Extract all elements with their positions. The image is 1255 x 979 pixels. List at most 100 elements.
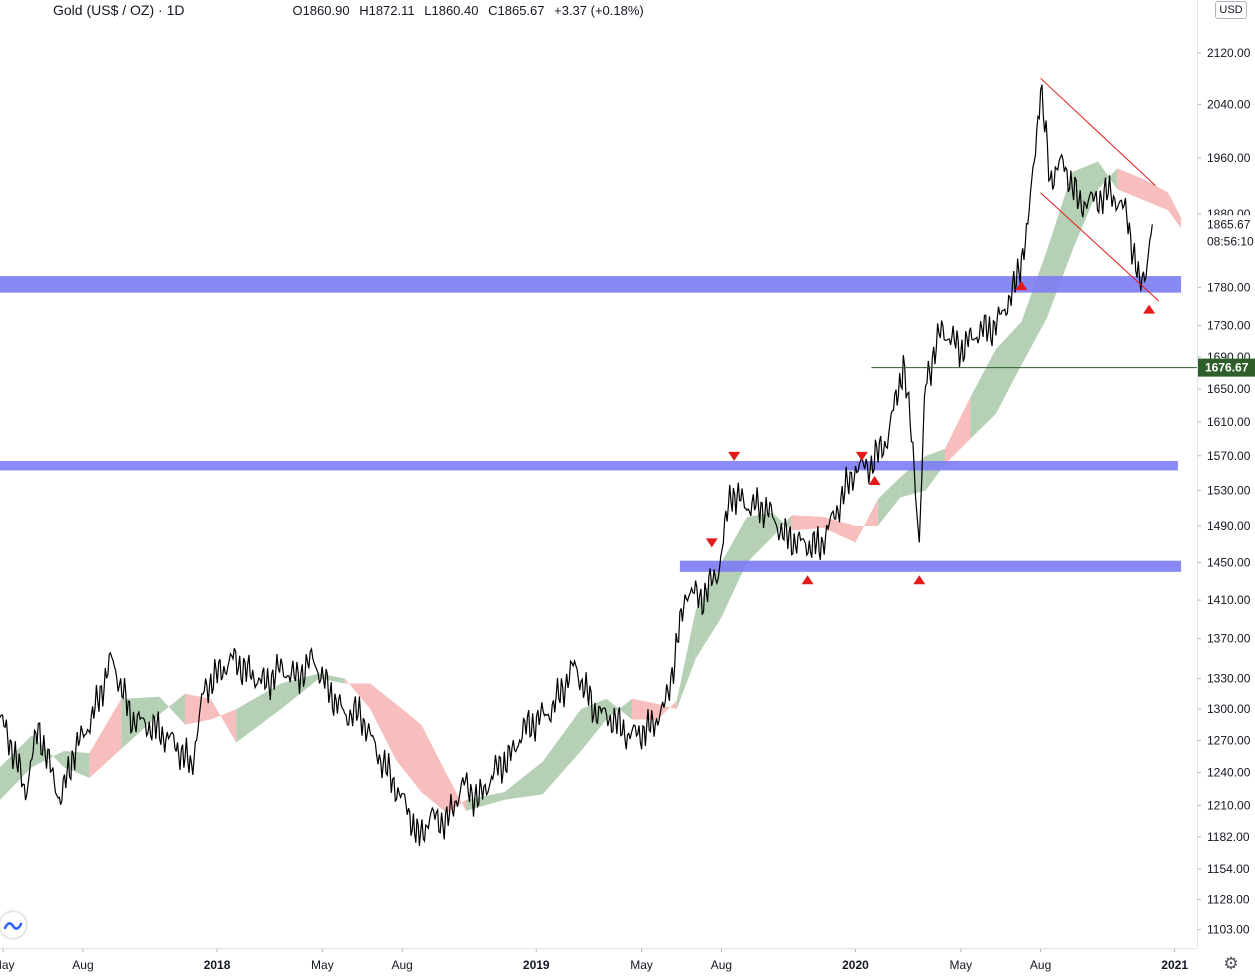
kumo-segment-green — [877, 477, 901, 527]
time-tick-label: 2019 — [523, 958, 550, 972]
kumo-segment-red — [823, 517, 856, 543]
kumo-segment-red — [944, 397, 971, 465]
high-value: H1872.11 — [359, 2, 415, 18]
kumo-segment-green — [970, 349, 996, 439]
channel-line-upper — [1040, 77, 1156, 187]
zone-band-1 — [0, 276, 1182, 293]
pivot-marker-down — [705, 538, 718, 548]
kumo-segment-red — [791, 515, 824, 531]
price-tick-label: 1570.00 — [1207, 449, 1251, 463]
open-value: O1860.90 — [292, 2, 350, 18]
pivot-marker-up — [868, 475, 881, 485]
time-tick-label: 2020 — [842, 958, 869, 972]
price-tick-label: 2120.00 — [1207, 46, 1251, 60]
kumo-segment-red — [1142, 178, 1169, 211]
price-tick-label: 1960.00 — [1207, 151, 1251, 165]
price-tick-label: 1650.00 — [1207, 382, 1251, 396]
ichimoku-cloud — [0, 161, 1182, 814]
time-tick-label: 2021 — [1161, 958, 1188, 972]
price-tick-label: 1410.00 — [1207, 593, 1251, 607]
time-tick-label: 2018 — [204, 958, 231, 972]
price-series — [0, 84, 1153, 846]
kumo-segment-green — [1098, 161, 1118, 190]
kumo-segment-green — [236, 683, 281, 743]
time-tick-label: May — [630, 958, 653, 972]
pivot-marker-down — [728, 451, 741, 461]
kumo-segment-red — [1117, 168, 1143, 200]
time-tick-label: May — [0, 958, 15, 972]
time-tick-label: May — [311, 958, 334, 972]
low-value: L1860.40 — [424, 2, 479, 18]
kumo-segment-red — [395, 703, 422, 793]
zone-band-3 — [679, 560, 1182, 572]
tradingview-logo-button[interactable] — [0, 912, 26, 938]
kumo-segment-red — [89, 698, 122, 778]
kumo-segment-green — [695, 562, 722, 659]
pivot-markers — [705, 281, 1156, 585]
price-tick-label: 1270.00 — [1207, 733, 1251, 747]
chart-legend: Gold (US$ / OZ) · 1D O1860.90 H1872.11 L… — [53, 1, 650, 19]
price-tick-label: 1780.00 — [1207, 280, 1251, 294]
price-tick-label: 1182.00 — [1207, 830, 1250, 844]
change-value: +3.37 (+0.18%) — [554, 2, 644, 18]
price-tick-label: 1730.00 — [1207, 319, 1251, 333]
price-tick-label: 1530.00 — [1207, 483, 1251, 497]
zone-band-2 — [0, 460, 1178, 471]
pivot-marker-up — [1015, 281, 1028, 291]
close-value: C1865.67 — [488, 2, 545, 18]
last-price-tag-bg — [1198, 215, 1255, 250]
price-tick-label: 1490.00 — [1207, 519, 1251, 533]
currency-button[interactable]: USD — [1215, 1, 1247, 19]
price-line — [0, 84, 1153, 846]
kumo-segment-red — [1168, 192, 1182, 229]
kumo-segment-green — [676, 609, 696, 710]
pivot-marker-down — [855, 451, 868, 461]
price-tick-label: 1128.00 — [1207, 893, 1250, 907]
price-tick-label: 2040.00 — [1207, 97, 1251, 111]
kumo-segment-red — [855, 499, 878, 543]
price-tick-label: 1210.00 — [1207, 798, 1251, 812]
down-channel — [1040, 77, 1160, 302]
last-price-label: 1865.67 — [1207, 217, 1251, 231]
price-tick-label: 1450.00 — [1207, 556, 1251, 570]
price-tick-label: 1154.00 — [1207, 862, 1250, 876]
channel-line-lower — [1040, 192, 1160, 302]
line-price-label: 1676.67 — [1205, 361, 1249, 375]
kumo-segment-green — [1021, 250, 1047, 365]
price-tags: 1865.67 08:56:10 1676.67 — [1198, 215, 1255, 377]
time-tick-label: Aug — [1030, 958, 1051, 972]
price-tick-label: 1103.00 — [1207, 923, 1250, 937]
price-tick-label: 1240.00 — [1207, 766, 1251, 780]
time-tick-label: Aug — [392, 958, 413, 972]
price-axis-divider — [1197, 0, 1198, 948]
time-tick-label: May — [949, 958, 972, 972]
symbol-title[interactable]: Gold (US$ / OZ) · 1D — [53, 2, 185, 18]
kumo-segment-green — [0, 735, 32, 800]
price-tick-label: 1370.00 — [1207, 632, 1251, 646]
kumo-segment-red — [370, 683, 396, 760]
kumo-segment-green — [1072, 161, 1099, 251]
kumo-segment-green — [1046, 171, 1073, 318]
kumo-segment-green — [159, 693, 186, 725]
kumo-segment-green — [580, 698, 607, 752]
line-price-tag-bg — [1198, 358, 1255, 377]
bar-countdown-label: 08:56:10 — [1207, 234, 1254, 248]
ohlc-values: O1860.90 H1872.11 L1860.40 C1865.67 +3.3… — [292, 3, 649, 18]
settings-gear-icon[interactable]: ⚙ — [1223, 954, 1239, 973]
logo-wave-icon — [3, 922, 23, 930]
kumo-segment-green — [31, 735, 64, 768]
kumo-segment-red — [632, 698, 658, 720]
kumo-segment-green — [746, 512, 773, 563]
kumo-segment-red — [210, 698, 237, 743]
kumo-segment-green — [466, 792, 505, 811]
price-axis: 2120.002040.001960.001880.001780.001730.… — [1197, 46, 1251, 937]
time-tick-label: Aug — [711, 958, 732, 972]
time-axis: May Aug 2018 May Aug 2019 May Aug 2020 May Aug 2021 — [0, 948, 1188, 972]
kumo-segment-red — [344, 678, 371, 710]
kumo-segment-green — [121, 696, 160, 749]
pivot-marker-up — [801, 575, 814, 585]
time-axis-divider — [0, 948, 1197, 949]
price-tick-label: 1330.00 — [1207, 671, 1251, 685]
